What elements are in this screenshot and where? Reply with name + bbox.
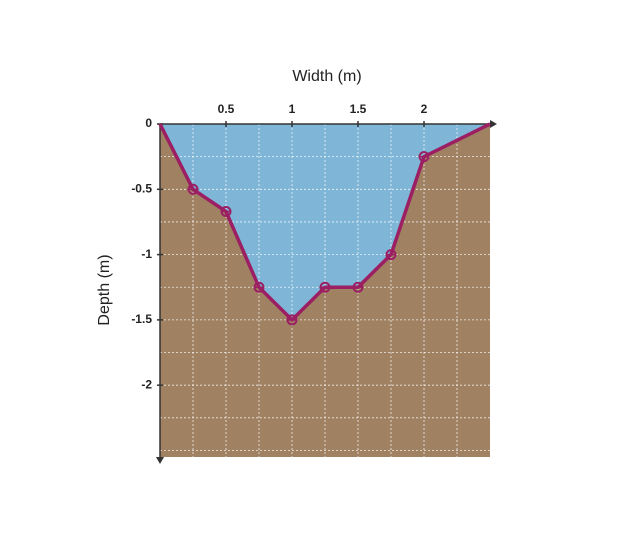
x-axis-title: Width (m): [292, 68, 361, 85]
y-tick-label: -2: [141, 377, 152, 391]
x-axis-arrow: [490, 120, 497, 128]
profile-line: [158, 122, 491, 322]
x-tick-label: 2: [421, 102, 428, 116]
y-tick-label: 0: [145, 116, 152, 130]
y-tick-label: -1.5: [131, 312, 152, 326]
y-tick-label: -1: [141, 247, 152, 261]
x-tick-label: 1.5: [350, 102, 367, 116]
x-tick-label: 1: [289, 102, 296, 116]
y-axis-arrow: [156, 457, 164, 464]
y-tick-label: -0.5: [131, 181, 152, 195]
x-tick-label: 0.5: [218, 102, 235, 116]
y-axis-title: Depth (m): [96, 254, 113, 325]
